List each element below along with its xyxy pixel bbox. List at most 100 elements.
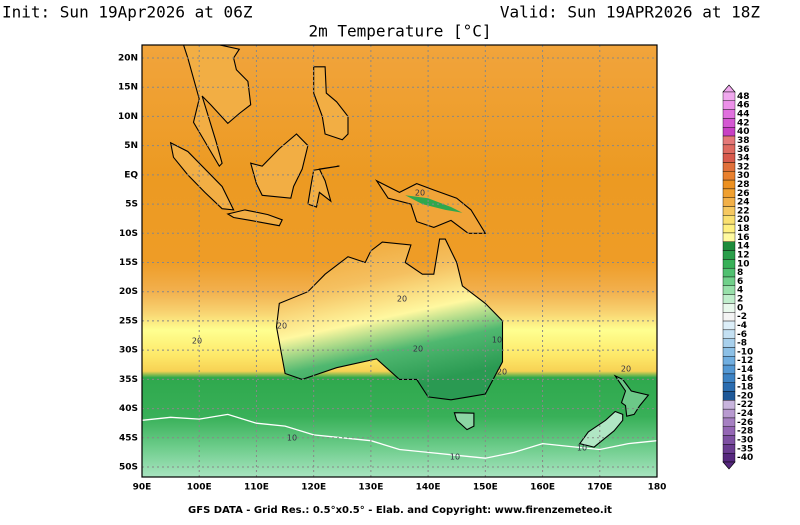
longitude-label: 140E <box>416 483 441 493</box>
land-sumatra <box>169 141 235 211</box>
latitude-label: 20S <box>119 287 138 297</box>
colorbar-label: 20 <box>737 215 750 225</box>
latitude-label: 50S <box>119 463 138 473</box>
colorbar-swatch <box>722 109 736 119</box>
colorbar-label: 14 <box>737 242 750 252</box>
land-nz-north <box>613 374 650 417</box>
colorbar-swatch <box>722 153 736 163</box>
latitude-label: 5N <box>124 141 138 151</box>
colorbar-swatch <box>722 223 736 234</box>
colorbar-label: -2 <box>737 312 747 322</box>
colorbar-label: 4 <box>737 286 743 296</box>
colorbar-label: -40 <box>737 453 753 463</box>
colorbar-swatch <box>722 197 736 207</box>
map-title: 2m Temperature [°C] <box>308 22 491 41</box>
colorbar-label: -6 <box>737 330 747 340</box>
land-new-guinea <box>374 179 487 234</box>
latitude-label: 30S <box>119 346 138 356</box>
land-borneo <box>249 133 309 199</box>
colorbar-label: 8 <box>737 268 743 278</box>
colorbar-swatch <box>722 356 736 366</box>
colorbar-swatch <box>722 400 736 410</box>
map-frame <box>141 44 658 478</box>
colorbar-label: 2 <box>737 295 743 305</box>
colorbar-swatch <box>722 373 736 383</box>
colorbar-label: 46 <box>737 101 750 111</box>
colorbar-label: 0 <box>737 303 743 313</box>
colorbar-swatch <box>722 118 736 128</box>
contour-label: 20 <box>397 295 407 304</box>
contour-label: 20 <box>413 345 423 354</box>
colorbar-swatch <box>722 329 736 339</box>
longitude-label: 90E <box>133 483 152 493</box>
contour-label: 10 <box>287 434 297 443</box>
latitude-label: 10S <box>119 229 138 239</box>
latitude-label: 15S <box>119 258 138 268</box>
longitude-label: 170E <box>587 483 612 493</box>
valid-time: Valid: Sun 19APR2026 at 18Z <box>500 3 760 22</box>
land-philippines <box>313 66 349 141</box>
colorbar-swatch <box>722 206 736 216</box>
colorbar-label: -18 <box>737 383 753 393</box>
longitude-label: 100E <box>187 483 212 493</box>
colorbar-bottom-tip <box>722 461 736 470</box>
colorbar-label: 38 <box>737 136 750 146</box>
colorbar-swatch <box>722 285 736 295</box>
colorbar-swatch <box>722 364 736 375</box>
latitude-label: 35S <box>119 375 138 385</box>
colorbar-label: 6 <box>737 277 743 287</box>
longitude-label: 180 <box>648 483 667 493</box>
contour-label: 10 <box>492 336 502 345</box>
colorbar-label: -10 <box>737 347 753 357</box>
colorbar-label: -35 <box>737 444 753 454</box>
latitude-label: 10N <box>118 112 138 122</box>
colorbar-label: 40 <box>737 127 750 137</box>
colorbar-swatch <box>722 100 736 110</box>
colorbar-swatch <box>722 179 736 190</box>
latitude-label: 25S <box>119 316 138 326</box>
contour-line <box>142 413 657 459</box>
colorbar-swatch <box>722 144 736 154</box>
contour-label: 10 <box>450 453 460 462</box>
colorbar-label: -4 <box>737 321 747 331</box>
colorbar-swatch <box>722 408 736 419</box>
graticule: 90E 100E 110E 120E 130E 140E 150E 160E 170E 180 20… <box>118 45 666 493</box>
colorbar-swatch <box>722 215 736 225</box>
colorbar-label: 48 <box>737 92 750 102</box>
contour-label: 20 <box>621 365 631 374</box>
colorbar-swatch <box>722 250 736 260</box>
colorbar-swatch <box>722 426 736 436</box>
colorbar-swatch <box>722 452 736 463</box>
colorbar-top-tip <box>722 84 736 93</box>
colorbar-label: 10 <box>737 259 750 269</box>
colorbar-label: -16 <box>737 374 753 384</box>
contour-label: 10 <box>577 444 587 453</box>
init-time: Init: Sun 19Apr2026 at 06Z <box>2 3 253 22</box>
colorbar-label: 24 <box>737 198 750 208</box>
colorbar-label: -24 <box>737 409 753 419</box>
colorbar-swatch <box>722 320 736 331</box>
colorbar-label: 36 <box>737 145 750 155</box>
landmasses <box>142 45 657 459</box>
colorbar-label: 28 <box>737 180 750 190</box>
longitude-label: 160E <box>530 483 555 493</box>
colorbar-label: -30 <box>737 435 753 445</box>
colorbar-swatch <box>722 171 736 181</box>
colorbar-swatch <box>722 188 736 198</box>
land-nz-south <box>578 410 624 448</box>
colorbar-label: 26 <box>737 189 750 199</box>
longitude-label: 130E <box>358 483 383 493</box>
latitude-label: 5S <box>125 200 138 210</box>
latitude-label: EQ <box>124 170 138 180</box>
contour-label: 20 <box>497 368 507 377</box>
colorbar-swatch <box>722 232 736 242</box>
latitude-label: 40S <box>119 404 138 414</box>
latitude-label: 45S <box>119 433 138 443</box>
longitude-label: 120E <box>301 483 326 493</box>
colorbar-label: -14 <box>737 365 753 375</box>
colorbar-swatch <box>722 267 736 278</box>
contour-label: 20 <box>192 337 202 346</box>
contour-label: 20 <box>277 322 287 331</box>
land-java <box>226 209 283 227</box>
longitude-label: 150E <box>473 483 498 493</box>
